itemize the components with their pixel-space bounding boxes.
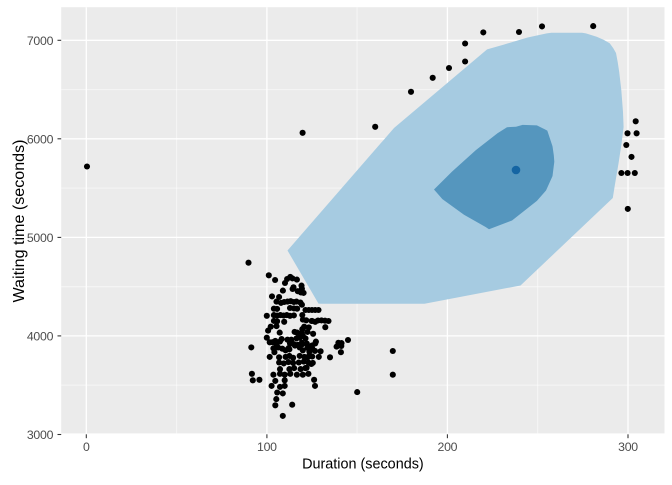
svg-text:6000: 6000 bbox=[27, 132, 54, 146]
svg-text:5000: 5000 bbox=[27, 231, 54, 245]
svg-text:4000: 4000 bbox=[27, 329, 54, 343]
svg-text:100: 100 bbox=[257, 440, 277, 454]
svg-text:Waiting time (seconds): Waiting time (seconds) bbox=[10, 139, 28, 302]
svg-text:7000: 7000 bbox=[27, 34, 54, 48]
svg-text:200: 200 bbox=[438, 440, 458, 454]
svg-text:Duration (seconds): Duration (seconds) bbox=[302, 457, 424, 473]
svg-text:300: 300 bbox=[618, 440, 638, 454]
svg-text:0: 0 bbox=[83, 440, 90, 454]
svg-text:3000: 3000 bbox=[27, 428, 54, 442]
